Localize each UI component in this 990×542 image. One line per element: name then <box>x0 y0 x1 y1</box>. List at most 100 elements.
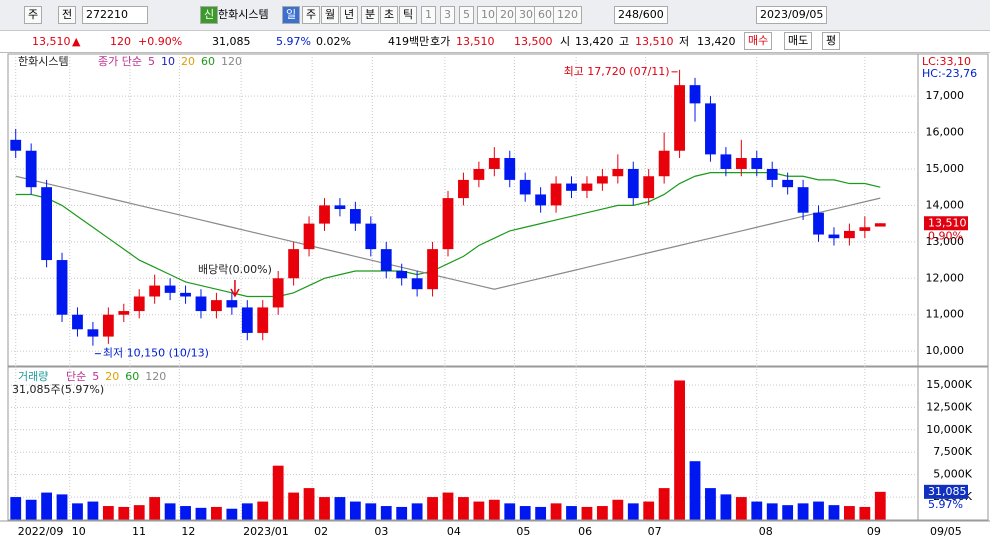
candle-body <box>411 278 423 290</box>
count-input[interactable]: 248/600 <box>614 6 668 24</box>
change: 120 <box>110 35 131 48</box>
candle-body <box>272 278 284 308</box>
legend-item: 60 <box>125 370 139 383</box>
candle-body <box>751 158 763 169</box>
button[interactable]: 일 <box>282 6 301 24</box>
candle-body <box>288 249 300 279</box>
candle-body <box>118 311 130 315</box>
volume-bar <box>211 506 222 520</box>
candle-body <box>874 223 886 227</box>
volume-bar <box>195 507 207 520</box>
volume-bar <box>272 465 284 520</box>
volume-bar <box>550 503 562 520</box>
volume-bar <box>612 499 624 520</box>
toolbar: 주 전 272210 신 한화시스템 일 주 월 년 분 초 틱 1 3 5 1… <box>0 0 990 31</box>
volume-bar <box>288 492 300 520</box>
legend-item: 20 <box>105 370 119 383</box>
volume-bar <box>658 488 670 520</box>
button[interactable]: 년 <box>340 6 359 24</box>
volume-bar <box>427 497 438 520</box>
x-tick-label: 09/05 <box>930 525 962 538</box>
button[interactable]: 초 <box>380 6 399 24</box>
legend-item: 120 <box>221 55 242 68</box>
button[interactable]: 30 <box>515 6 537 24</box>
candle-body <box>319 205 330 224</box>
volume-bar <box>10 497 22 520</box>
price-panel <box>7 53 989 367</box>
candle-body <box>766 168 778 180</box>
candle-body <box>627 168 639 199</box>
candle-body <box>303 223 315 250</box>
legend-item: 10 <box>161 55 175 68</box>
volume-panel <box>7 366 989 521</box>
y-tick-label: 12,500K <box>926 400 972 413</box>
buy-button[interactable]: 매수 <box>744 32 773 50</box>
candle-body <box>211 300 222 312</box>
volume: 31,085 <box>212 35 251 48</box>
volume-bar <box>133 505 145 520</box>
button[interactable]: 3 <box>440 6 455 24</box>
volume-bar <box>813 501 824 520</box>
volume-bar <box>720 494 732 520</box>
legend-name: 거래량 <box>18 370 48 383</box>
label: 저 <box>679 35 690 48</box>
volume-bar <box>41 492 52 520</box>
date-input[interactable]: 2023/09/05 <box>756 6 828 24</box>
volume-bar <box>566 506 577 520</box>
volume-bar <box>674 380 685 520</box>
button[interactable]: 평 <box>822 32 841 50</box>
volume-bar <box>349 501 361 520</box>
candle-body <box>535 194 547 206</box>
candle-body <box>797 187 809 213</box>
button[interactable]: 주 <box>24 6 43 24</box>
candle-body <box>504 158 516 180</box>
button[interactable]: 10 <box>477 6 499 24</box>
legend-item: 종가 단순 <box>98 55 142 68</box>
candle-body <box>828 234 840 239</box>
badge: 신 <box>200 6 219 24</box>
candle-body <box>133 296 145 312</box>
price-box <box>924 216 968 231</box>
volume-bar <box>25 499 37 520</box>
candle-body <box>149 285 161 297</box>
button[interactable]: 틱 <box>399 6 418 24</box>
button[interactable]: 월 <box>321 6 340 24</box>
stock-name: 한화시스템 <box>218 8 269 21</box>
button[interactable]: 60 <box>534 6 556 24</box>
candle-body <box>473 168 485 180</box>
volume-bar <box>56 494 68 520</box>
y-tick-label: 7,500K <box>933 445 972 458</box>
legend-item: 단순 <box>66 370 86 383</box>
candle-body <box>550 183 562 206</box>
button[interactable]: 분 <box>361 6 380 24</box>
ask: 13,510 <box>456 35 495 48</box>
volume-bar <box>458 497 469 520</box>
code-input[interactable]: 272210 <box>82 6 148 24</box>
volume-bar <box>828 505 840 520</box>
x-tick-label: 02 <box>314 525 328 538</box>
last-volume: 31,085 <box>928 485 967 498</box>
candle-body <box>396 270 408 279</box>
y-tick-label: 13,000 <box>926 235 965 248</box>
last-price: 13,510 <box>928 216 967 229</box>
volume-bar <box>859 506 871 520</box>
annotation-high: 최고 17,720 (07/11) <box>564 65 670 78</box>
volume-bar <box>643 501 655 520</box>
candle-body <box>25 150 37 188</box>
x-tick-label: 10 <box>72 525 86 538</box>
button[interactable]: 120 <box>553 6 582 24</box>
volume-bar <box>257 501 269 520</box>
y-tick-label: 17,000 <box>926 89 965 102</box>
button[interactable]: 전 <box>58 6 77 24</box>
x-tick-label: 2023/01 <box>243 525 289 538</box>
legend-item: 60 <box>201 55 215 68</box>
candle-body <box>488 158 500 169</box>
sell-button[interactable]: 매도 <box>784 32 813 50</box>
button[interactable]: 5 <box>459 6 474 24</box>
volume-bar <box>874 491 886 520</box>
button[interactable]: 1 <box>421 6 436 24</box>
button[interactable]: 주 <box>302 6 321 24</box>
hc-label: HC:-23,76 <box>922 67 977 80</box>
bid: 13,500 <box>514 35 553 48</box>
